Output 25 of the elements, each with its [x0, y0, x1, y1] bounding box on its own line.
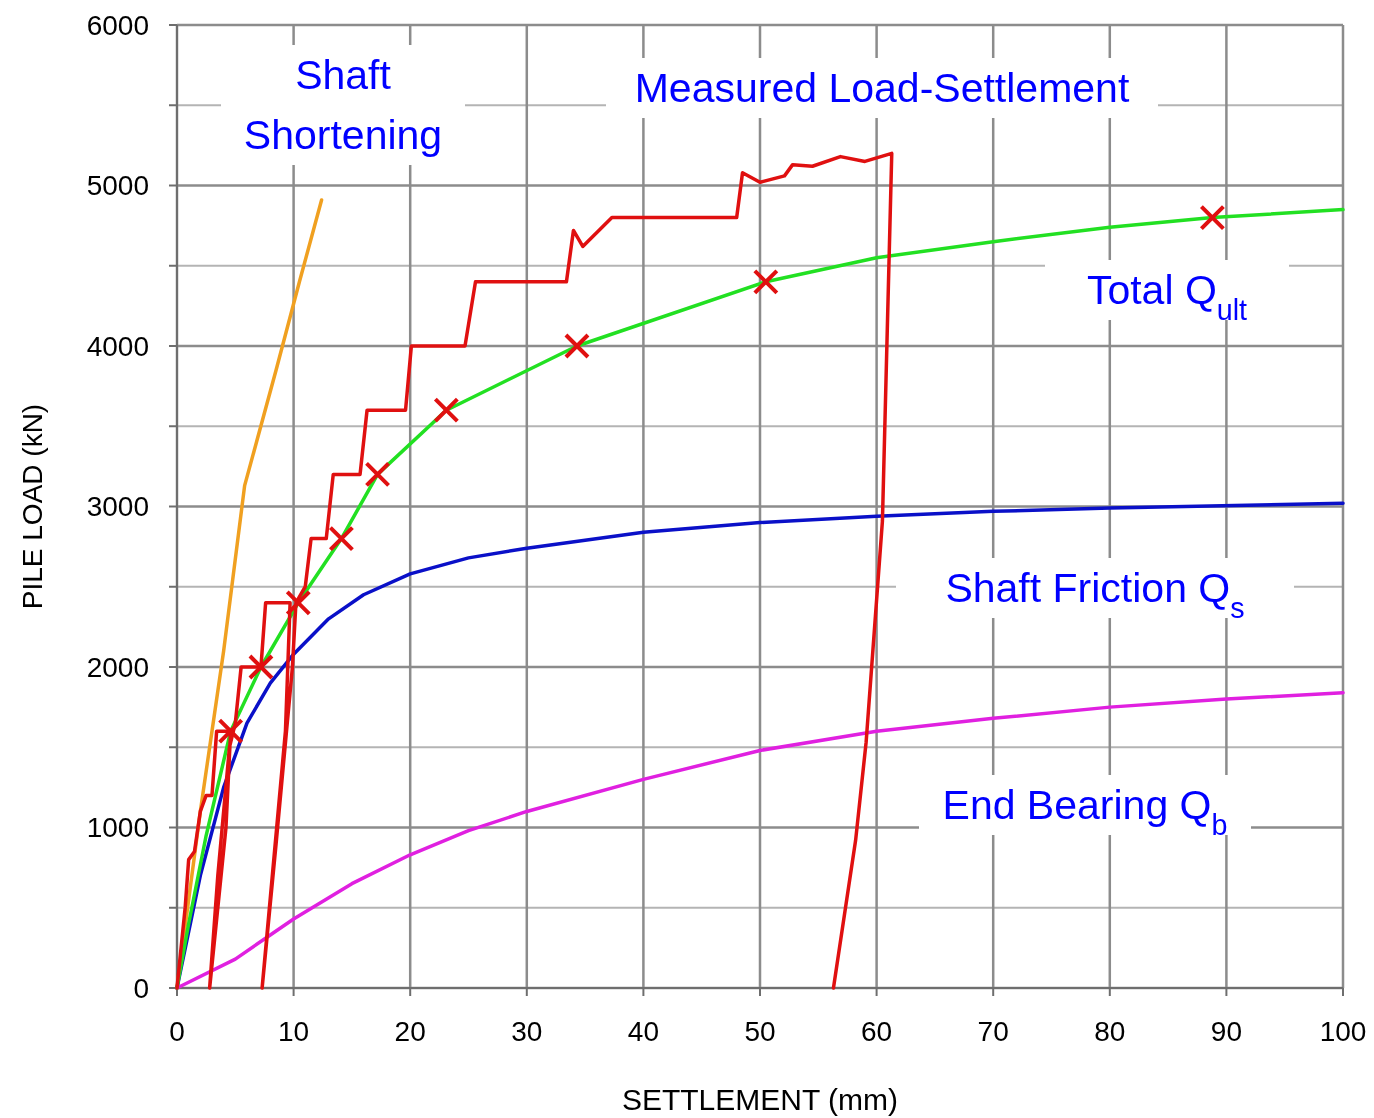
y-axis-title: PILE LOAD (kN): [17, 403, 48, 610]
x-tick-label: 60: [861, 1016, 893, 1047]
x-tick-label: 10: [278, 1016, 310, 1047]
x-tick-label: 20: [394, 1016, 426, 1047]
y-tick-label: 4000: [86, 330, 149, 362]
y-tick-label: 6000: [86, 9, 149, 41]
x-axis-title: SETTLEMENT (mm): [621, 1083, 899, 1116]
x-tick-label: 30: [511, 1016, 543, 1047]
y-tick-label: 5000: [86, 170, 149, 202]
x-tick-label: 90: [1210, 1016, 1242, 1047]
y-tick-label: 3000: [86, 491, 149, 523]
x-tick-label: 40: [627, 1016, 659, 1047]
y-tick-label: 0: [133, 972, 149, 1004]
x-tick-label: 70: [977, 1016, 1009, 1047]
series-label: End Bearing Q$_{b}$: [942, 782, 1228, 842]
x-tick-label: 0: [169, 1016, 185, 1047]
series-label: Shaft Friction Q$_{s}$: [945, 565, 1245, 625]
x-tick-label: 80: [1094, 1016, 1126, 1047]
x-tick-label: 100: [1319, 1016, 1367, 1047]
x-tick-label: 50: [744, 1016, 776, 1047]
series-label: Total Q$_{ult}$: [1086, 267, 1248, 327]
series-label: Measured Load-Settlement: [634, 65, 1130, 112]
y-tick-label: 1000: [86, 812, 149, 844]
text: Shaft Shortening: [243, 52, 443, 159]
y-tick-label: 2000: [86, 651, 149, 683]
